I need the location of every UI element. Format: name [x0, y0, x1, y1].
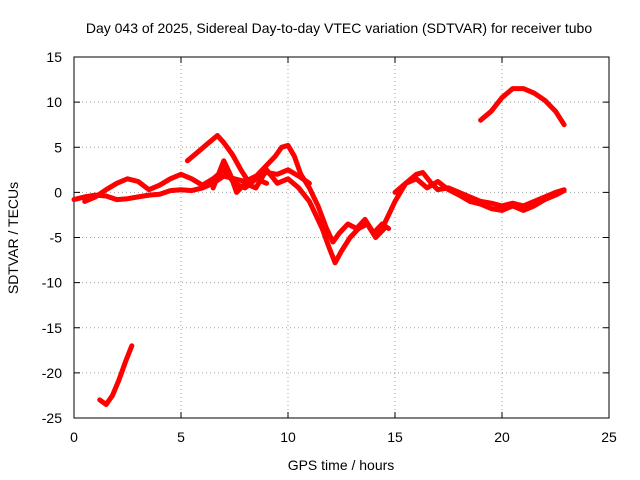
x-tick-label: 25	[601, 429, 617, 445]
y-tick-label: 5	[54, 139, 62, 155]
y-axis-label: SDTVAR / TECUs	[5, 182, 21, 294]
series-line-satellite-arc-5	[210, 158, 387, 266]
x-axis: 0 5 10 15 20 25	[70, 57, 617, 445]
y-tick-label: -10	[42, 275, 62, 291]
y-tick-label: -5	[50, 230, 63, 246]
y-tick-label: 10	[46, 94, 62, 110]
series-line-satellite-arc-4	[184, 133, 392, 245]
series-line-satellite-arc-2	[71, 167, 312, 203]
series-line-satellite-arc-8	[478, 86, 567, 128]
x-tick-label: 5	[177, 429, 185, 445]
series-line-satellite-arc-1	[97, 343, 135, 407]
x-tick-label: 15	[387, 429, 403, 445]
y-tick-label: 15	[46, 49, 62, 65]
series-line-satellite-arc-6	[381, 170, 567, 227]
grid-lines	[74, 57, 609, 418]
y-tick-label: 0	[54, 184, 62, 200]
y-tick-label: -15	[42, 320, 62, 336]
x-tick-label: 20	[494, 429, 510, 445]
chart-title: Day 043 of 2025, Sidereal Day-to-day VTE…	[86, 20, 593, 36]
x-tick-label: 0	[70, 429, 78, 445]
x-axis-label: GPS time / hours	[288, 457, 395, 473]
series-line-satellite-arc-7	[392, 176, 567, 213]
series-layer	[71, 86, 567, 407]
y-tick-label: -20	[42, 365, 62, 381]
x-tick-label: 10	[280, 429, 296, 445]
y-tick-label: -25	[42, 410, 62, 426]
y-axis: -25 -20 -15 -10 -5 0 5 10 15	[42, 49, 609, 426]
